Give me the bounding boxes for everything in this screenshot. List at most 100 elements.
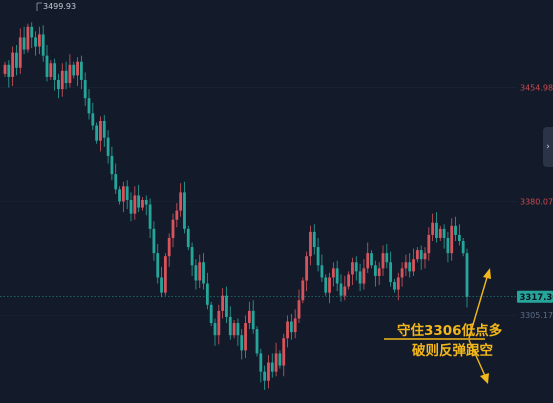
candle-down xyxy=(186,228,190,248)
candle-up xyxy=(362,268,366,284)
candle-down xyxy=(408,262,412,272)
candle-up xyxy=(274,353,278,372)
candle-down xyxy=(144,199,148,205)
candle-down xyxy=(114,174,118,190)
candle-up xyxy=(423,253,427,260)
candle-up xyxy=(331,268,335,278)
candle-down xyxy=(255,329,259,354)
candle-down xyxy=(393,282,396,290)
candle-down xyxy=(324,277,328,293)
candle-up xyxy=(450,225,454,254)
candle-down xyxy=(339,283,343,296)
candle-up xyxy=(121,186,125,202)
y-tick-label: 3380.07 xyxy=(520,197,553,206)
candle-down xyxy=(320,265,324,278)
candle-down xyxy=(373,265,377,276)
candle-up xyxy=(11,52,15,77)
candle-down xyxy=(240,335,244,351)
candle-down xyxy=(160,277,163,293)
candle-down xyxy=(225,295,228,317)
chevron-right-icon[interactable]: › xyxy=(543,127,553,167)
candle-down xyxy=(389,262,393,283)
current-price-box xyxy=(517,290,553,303)
candle-down xyxy=(358,271,362,284)
candle-up xyxy=(217,310,221,336)
candle-up xyxy=(412,259,415,272)
candle-down xyxy=(370,253,373,266)
candle-down xyxy=(87,98,91,114)
candle-down xyxy=(110,155,114,175)
chart-overlay: 3317.30 3499.93 xyxy=(0,2,553,303)
candle-up xyxy=(267,362,270,381)
candle-down xyxy=(202,262,205,284)
candle-up xyxy=(305,256,309,281)
candle-down xyxy=(72,64,76,76)
candle-up xyxy=(293,318,297,333)
candle-down xyxy=(385,253,389,263)
candle-down xyxy=(278,353,282,366)
candle-up xyxy=(133,195,137,214)
candle-down xyxy=(335,268,339,284)
down-arrow-line xyxy=(468,339,487,379)
candle-down xyxy=(118,189,121,202)
candle-up xyxy=(343,286,347,296)
candle-down xyxy=(7,64,11,77)
annotation-line-2: 破则反弹跟空 xyxy=(412,342,493,359)
candle-down xyxy=(446,237,450,254)
candle-down xyxy=(457,234,461,241)
high-value-label: 3499.93 xyxy=(43,2,76,11)
candle-down xyxy=(57,79,60,90)
candle-down xyxy=(259,353,263,372)
y-tick-label: 3454.98 xyxy=(520,84,553,93)
candle-up xyxy=(247,310,251,324)
candle-up xyxy=(351,262,354,275)
candle-down xyxy=(53,63,57,80)
candle-up xyxy=(309,231,312,257)
candle-down xyxy=(205,283,209,305)
candle-up xyxy=(99,120,102,141)
candle-down xyxy=(316,247,320,266)
candle-down xyxy=(228,316,232,336)
candle-down xyxy=(209,304,213,324)
candle-up xyxy=(297,300,301,319)
candle-up xyxy=(400,268,404,278)
candle-down xyxy=(461,241,465,254)
candle-down xyxy=(354,262,358,272)
candle-down xyxy=(156,253,160,278)
candle-down xyxy=(125,186,129,200)
candle-up xyxy=(26,26,30,50)
candle-up xyxy=(301,280,305,301)
candle-down xyxy=(454,225,457,235)
y-axis-ticks: 3454.98 3380.07 3305.17 xyxy=(520,84,553,321)
candle-down xyxy=(22,37,26,50)
candle-up xyxy=(49,63,53,77)
candle-down xyxy=(435,222,438,238)
candle-down xyxy=(312,231,316,248)
candle-down xyxy=(465,253,469,297)
candle-down xyxy=(190,247,194,266)
candle-down xyxy=(137,195,141,208)
candle-down xyxy=(106,137,110,156)
candle-down xyxy=(41,34,45,56)
candle-down xyxy=(15,52,18,68)
candle-up xyxy=(232,323,236,336)
candle-up xyxy=(244,323,247,351)
candle-up xyxy=(167,237,171,257)
candle-up xyxy=(381,253,385,269)
candle-up xyxy=(438,228,442,238)
candle-down xyxy=(148,204,152,229)
candle-up xyxy=(347,274,351,287)
candle-down xyxy=(289,321,293,333)
candle-down xyxy=(45,55,49,77)
candle-down xyxy=(213,323,217,336)
strategy-annotation: 守住3306低点多 破则反弹跟空 xyxy=(384,268,503,384)
candle-down xyxy=(129,199,133,214)
candle-up xyxy=(282,338,286,366)
candle-down xyxy=(251,310,255,330)
candle-down xyxy=(270,362,274,372)
candle-up xyxy=(415,250,419,260)
current-price-label: 3317.30 xyxy=(520,293,553,303)
candle-up xyxy=(221,295,225,311)
up-arrow-line xyxy=(468,273,489,339)
